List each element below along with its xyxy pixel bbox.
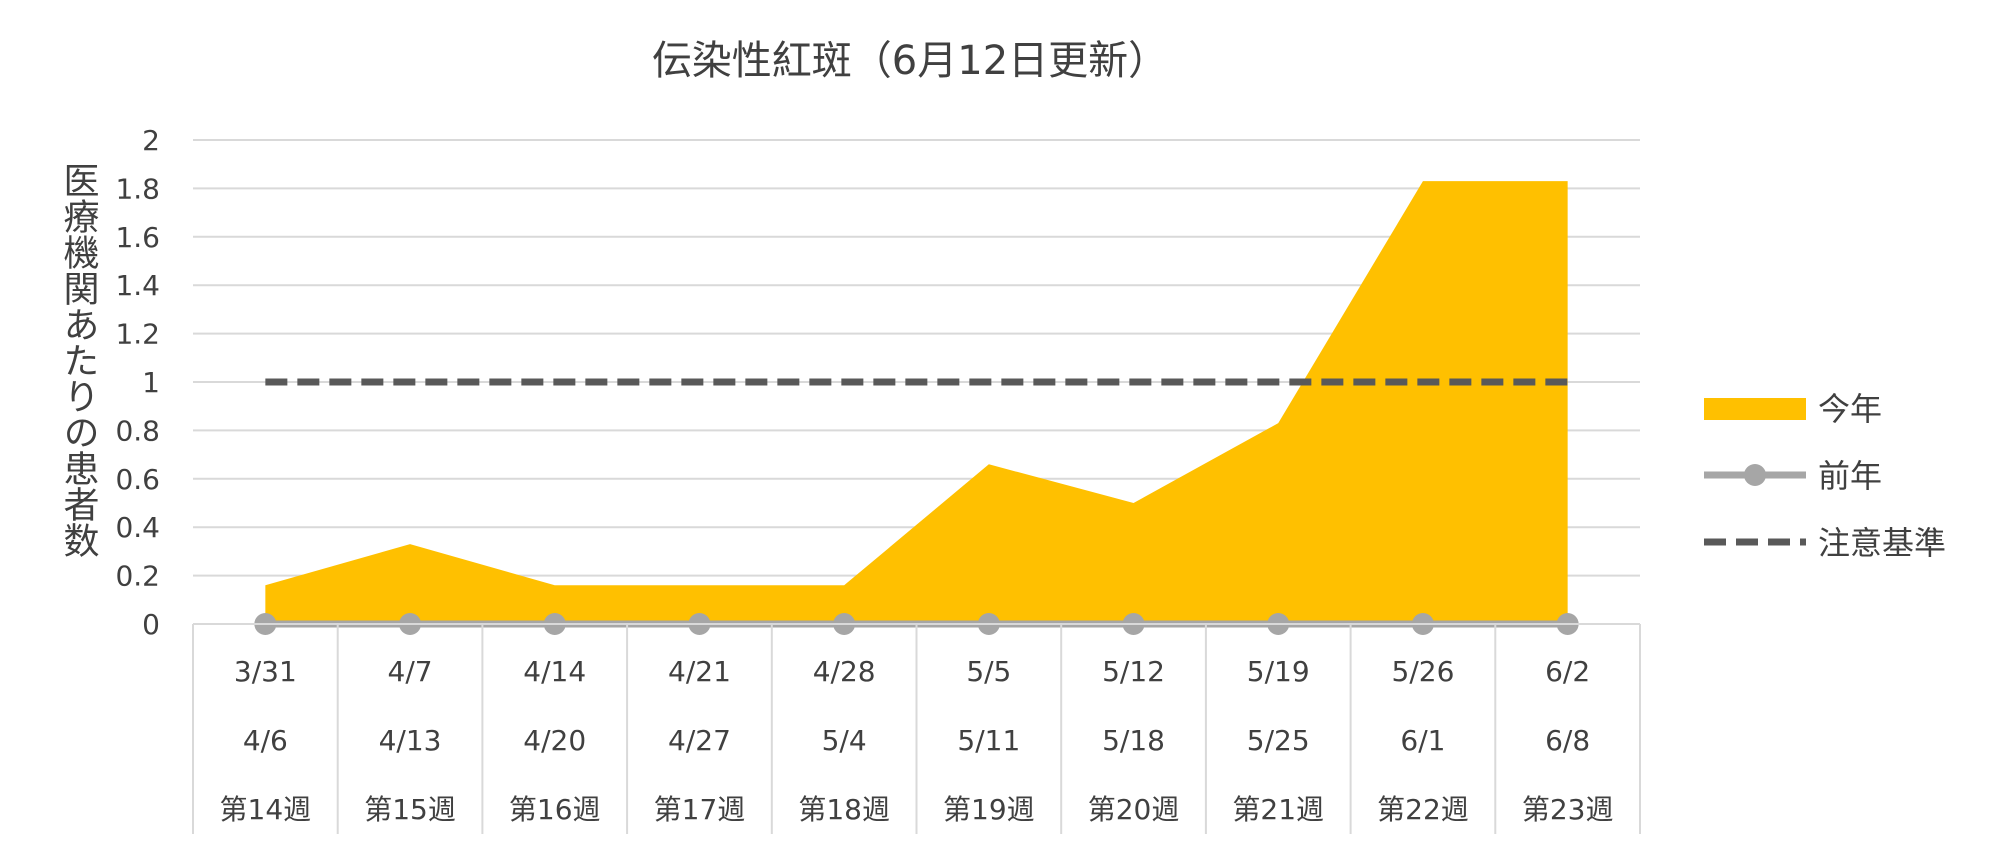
legend-marker-previous-year xyxy=(1744,464,1766,486)
x-tick-label-start: 5/12 xyxy=(1102,655,1165,688)
x-tick-label-week: 第15週 xyxy=(364,793,456,826)
x-tick-label-week: 第21週 xyxy=(1232,793,1324,826)
y-tick-label: 0.6 xyxy=(115,463,160,496)
y-tick-label: 1 xyxy=(142,366,160,399)
y-tick-label: 1.4 xyxy=(115,269,160,302)
x-tick-label-week: 第22週 xyxy=(1377,793,1469,826)
y-axis-label: 医療機関あたりの患者数 xyxy=(58,162,100,558)
x-tick-label-end: 5/11 xyxy=(957,724,1020,757)
x-tick-label-end: 4/13 xyxy=(379,724,442,757)
x-tick-label-end: 4/6 xyxy=(243,724,288,757)
x-tick-label-week: 第16週 xyxy=(509,793,601,826)
area-series xyxy=(265,181,1568,624)
x-tick-label-week: 第18週 xyxy=(798,793,890,826)
y-tick-label: 0.2 xyxy=(115,560,160,593)
y-tick-label: 2 xyxy=(142,124,160,157)
x-tick-label-week: 第23週 xyxy=(1522,793,1614,826)
x-tick-label-start: 5/26 xyxy=(1392,655,1455,688)
area-series-fill xyxy=(265,181,1568,624)
y-tick-label: 0.8 xyxy=(115,414,160,447)
y-tick-label: 1.6 xyxy=(115,221,160,254)
x-tick-label-start: 5/5 xyxy=(966,655,1011,688)
x-tick-label-start: 4/28 xyxy=(813,655,876,688)
x-tick-label-start: 3/31 xyxy=(234,655,297,688)
legend-label-this-year: 今年 xyxy=(1818,390,1882,428)
x-axis-table: 3/31 4/6 第14週 4/7 4/13 第15週 4/14 4/20 第16週 4/21 4/… xyxy=(192,623,1641,834)
x-tick-label-end: 5/25 xyxy=(1247,724,1310,757)
y-tick-labels: 0 0.2 0.4 0.6 0.8 1 1.2 1.4 1.6 1.8 2 xyxy=(115,124,160,641)
x-tick-label-week: 第14週 xyxy=(220,793,312,826)
y-tick-label: 0.4 xyxy=(115,511,160,544)
y-tick-label: 1.2 xyxy=(115,318,160,351)
x-tick-label-end: 4/27 xyxy=(668,724,731,757)
x-tick-label-end: 6/8 xyxy=(1545,724,1590,757)
legend-swatch-this-year xyxy=(1704,398,1806,420)
x-tick-label-end: 5/18 xyxy=(1102,724,1165,757)
chart-title: 伝染性紅斑（6月12日更新） xyxy=(652,38,1168,84)
x-tick-label-start: 4/7 xyxy=(388,655,433,688)
x-tick-label-end: 5/4 xyxy=(822,724,867,757)
legend-label-threshold: 注意基準 xyxy=(1818,524,1946,562)
x-tick-label-start: 5/19 xyxy=(1247,655,1310,688)
x-tick-label-start: 4/21 xyxy=(668,655,731,688)
x-tick-label-week: 第20週 xyxy=(1088,793,1180,826)
x-tick-label-week: 第17週 xyxy=(654,793,746,826)
x-tick-label-start: 6/2 xyxy=(1545,655,1590,688)
y-tick-label: 1.8 xyxy=(115,172,160,205)
y-tick-label: 0 xyxy=(142,608,160,641)
x-tick-label-start: 4/14 xyxy=(523,655,586,688)
x-tick-label-end: 6/1 xyxy=(1400,724,1445,757)
x-tick-label-week: 第19週 xyxy=(943,793,1035,826)
legend-label-previous-year: 前年 xyxy=(1818,457,1882,495)
x-tick-label-end: 4/20 xyxy=(523,724,586,757)
